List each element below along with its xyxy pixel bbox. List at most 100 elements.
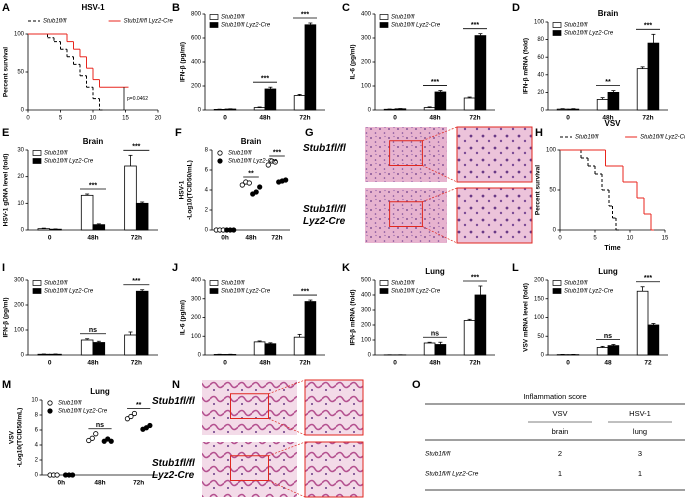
legend-label: Stub1fl/fl (221, 15, 245, 21)
annotation: *** (644, 23, 652, 30)
y-tick-label: 80 (537, 37, 544, 43)
y-tick-label: 4 (205, 188, 209, 194)
bar (293, 336, 306, 356)
legend-swatch (552, 22, 562, 28)
legend-swatch (32, 150, 42, 156)
y-tick-label: 300 (191, 296, 202, 302)
x-tick-label: 15 (122, 116, 129, 122)
dot (131, 410, 138, 417)
table-cell: 2 (558, 449, 562, 458)
annotation: *** (644, 275, 652, 282)
x-tick-label: 10 (90, 116, 97, 122)
x-tick-label: 5 (593, 236, 597, 242)
dot (108, 438, 114, 444)
legend-swatch (217, 158, 223, 164)
legend-label: Stub1fl/fl (564, 23, 588, 29)
x-tick-label: 48h (87, 235, 98, 242)
y-tick-label: 20 (17, 174, 24, 180)
y-tick-label: 50 (537, 334, 544, 340)
y-axis-label: IFN-β mRNA (fold) (523, 38, 530, 94)
legend-swatch (47, 408, 53, 414)
y-tick-label: 0 (553, 228, 557, 234)
x-tick-label: 48h (259, 115, 270, 122)
x-tick-label: 48h (87, 360, 98, 367)
inset-box (389, 201, 423, 227)
bar (80, 339, 94, 356)
x-tick-label: 72 (644, 360, 652, 367)
bar (434, 344, 447, 356)
table-subheader: brain (552, 427, 569, 436)
inset-box (389, 140, 423, 166)
x-tick-label: 48h (429, 360, 440, 367)
y-tick-label: 0 (541, 353, 545, 359)
chart-title: VSV (604, 119, 621, 128)
legend-label: Stub1fl/fl (391, 15, 415, 21)
x-tick-label: 48h (259, 360, 270, 367)
y-tick-label: 600 (191, 36, 202, 42)
legend-swatch (209, 22, 219, 28)
micrograph (365, 188, 447, 243)
x-tick-label: 0h (58, 480, 66, 487)
legend-swatch (552, 30, 562, 36)
y-tick-label: 0 (198, 353, 202, 359)
x-tick-label: 0h (221, 235, 229, 242)
bar (596, 99, 609, 111)
legend-label: Stub1fl/fl (391, 281, 415, 287)
image-row-label: Stub1fl/fl Lyz2-Cre (152, 457, 195, 481)
panel-label: C (342, 2, 350, 14)
table-title: Inflammation score (523, 392, 586, 401)
bar (463, 320, 476, 356)
table-cell: 1 (638, 469, 642, 478)
bar (124, 165, 137, 231)
zoom-connector (268, 379, 306, 395)
y-axis-label: -Log10(TCID50/mL) (187, 160, 194, 220)
y-tick-label: 150 (534, 296, 545, 302)
annotation: ** (248, 170, 254, 177)
y-axis-label: IFN-β (pg/ml) (3, 297, 10, 337)
dot (231, 227, 237, 233)
y-axis-label: VSV mRNA level (fold) (523, 283, 530, 352)
dot (93, 431, 99, 437)
panel-label: M (2, 379, 11, 391)
y-tick-label: 0 (368, 108, 372, 114)
x-axis-label: Time (604, 245, 620, 252)
dot (147, 422, 153, 429)
y-tick-label: 100 (14, 328, 25, 334)
y-tick-label: 300 (14, 278, 25, 284)
bar (567, 108, 580, 111)
y-axis-label: Percent survival (535, 165, 542, 215)
panel-label: O (412, 379, 421, 391)
y-tick-label: 10 (17, 201, 24, 207)
bar (474, 35, 487, 111)
x-tick-label: 72h (131, 235, 142, 242)
bar (264, 343, 277, 356)
x-tick-label: 48 (604, 360, 612, 367)
x-tick-label: 72h (299, 115, 310, 122)
y-tick-label: 800 (191, 12, 202, 18)
annotation: ns (604, 333, 612, 340)
legend-swatch (32, 288, 42, 294)
zoom-micrograph (304, 441, 364, 498)
x-tick-label: 48h (429, 115, 440, 122)
x-tick-label: 0 (393, 115, 397, 122)
zoom-connector (422, 226, 458, 244)
legend-swatch (209, 280, 219, 286)
y-tick-label: 50 (17, 70, 24, 76)
legend-label: Stub1fl/fl Lyz2-Cre (44, 289, 94, 295)
bar (423, 107, 436, 111)
legend-swatch (32, 280, 42, 286)
panel-label: J (172, 262, 178, 274)
table-row-label: Stub1fl/fl Lyz2-Cre (425, 471, 479, 478)
y-tick-label: 400 (361, 293, 372, 299)
legend-swatch (552, 288, 562, 294)
x-tick-label: 0 (558, 236, 562, 242)
x-tick-label: 72h (299, 360, 310, 367)
y-tick-label: 0 (21, 228, 25, 234)
bar (647, 324, 660, 356)
y-axis-label: HSV-1 gDNA level (fold) (3, 154, 10, 227)
dot (246, 180, 252, 186)
legend-label: Stub1fl/fl (43, 19, 67, 25)
legend-label: Stub1fl/fl Lyz2-Cre (564, 31, 614, 37)
bar (253, 107, 266, 111)
annotation: *** (132, 144, 140, 151)
